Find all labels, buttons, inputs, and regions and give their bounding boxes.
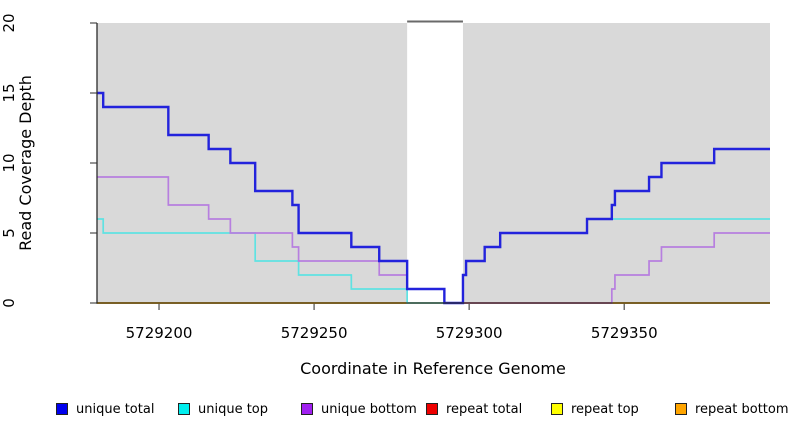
x-tick-label: 5729350: [591, 324, 658, 342]
legend-label: unique top: [198, 401, 269, 417]
legend-swatch-unique-top: [178, 403, 190, 415]
legend-item-unique-total: unique total: [56, 398, 154, 420]
legend-item-unique-top: unique top: [178, 398, 268, 420]
y-tick-label: 5: [0, 228, 18, 238]
legend-item-repeat-total: repeat total: [426, 398, 522, 420]
legend-swatch-repeat-total: [426, 403, 438, 415]
ticks-layer: 5729200 5729250 5729300 5729350 0 5 10 15 20: [0, 13, 658, 342]
x-tick-label: 5729200: [126, 324, 193, 342]
legend-item-repeat-top: repeat top: [551, 398, 639, 420]
legend-label: repeat total: [446, 401, 523, 417]
legend-label: unique total: [76, 401, 155, 417]
y-tick-label: 10: [0, 153, 18, 172]
legend-item-unique-bottom: unique bottom: [301, 398, 417, 420]
series-line-unique-total: [97, 91, 770, 305]
repeat-gap-band: [407, 21, 463, 303]
legend-swatch-repeat-top: [551, 403, 563, 415]
legend: unique total unique top unique bottom repea…: [0, 398, 792, 422]
legend-label: repeat bottom: [695, 401, 789, 417]
y-tick-label: 0: [0, 298, 18, 308]
y-axis-title: Read Coverage Depth: [16, 75, 35, 251]
y-tick-label: 15: [0, 83, 18, 102]
legend-swatch-unique-total: [56, 403, 68, 415]
y-tick-label: 20: [0, 13, 18, 32]
legend-label: unique bottom: [321, 401, 417, 417]
legend-swatch-repeat-bottom: [675, 403, 687, 415]
legend-label: repeat top: [571, 401, 639, 417]
legend-item-repeat-bottom: repeat bottom: [675, 398, 789, 420]
legend-swatch-unique-bottom: [301, 403, 313, 415]
x-tick-label: 5729250: [281, 324, 348, 342]
x-tick-label: 5729300: [436, 324, 503, 342]
x-axis-title: Coordinate in Reference Genome: [300, 359, 566, 378]
